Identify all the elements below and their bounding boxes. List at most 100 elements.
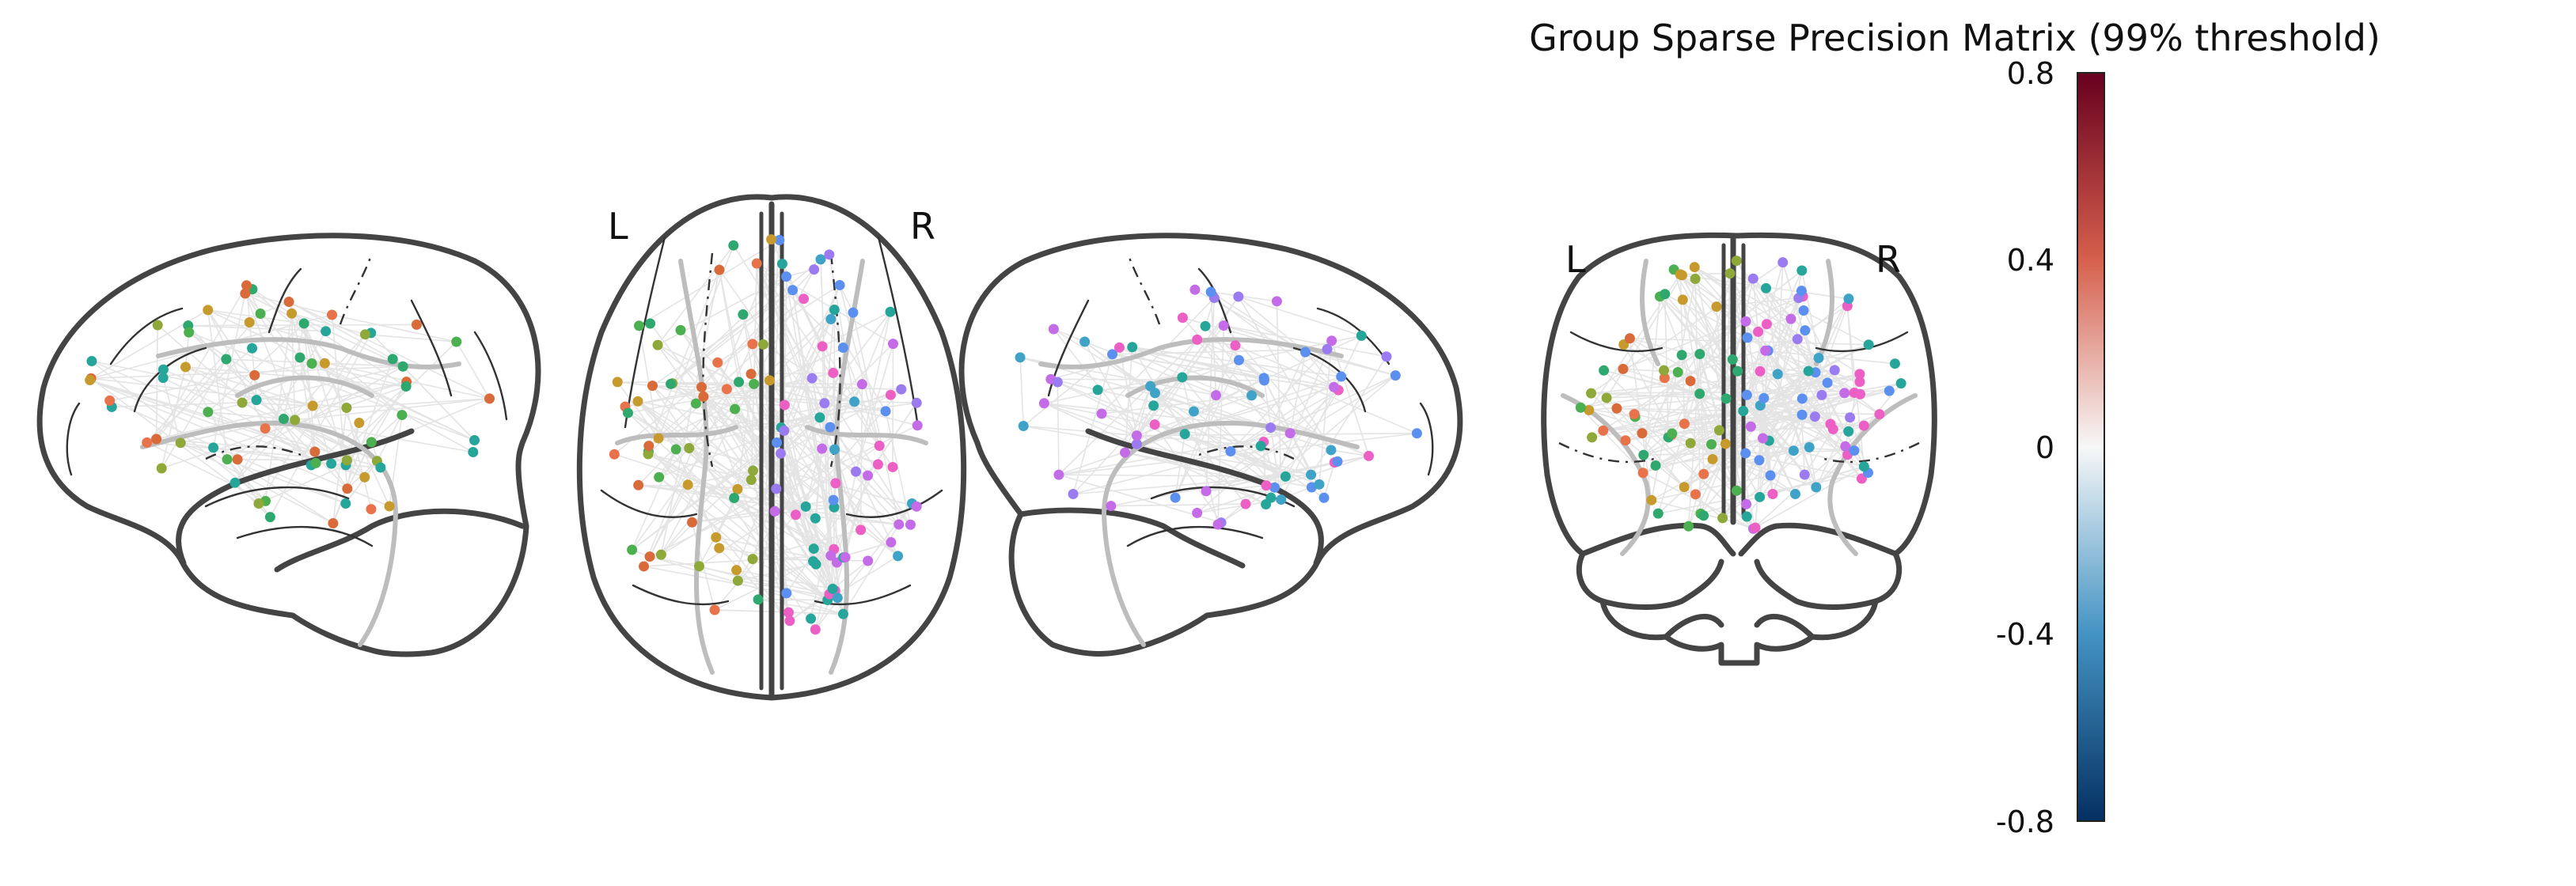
region-node <box>1755 365 1766 377</box>
region-node <box>294 352 305 363</box>
region-node <box>1758 433 1769 444</box>
connection-edge <box>776 488 839 599</box>
region-node <box>1192 507 1203 518</box>
region-node <box>808 543 819 555</box>
connection-edge <box>647 451 837 563</box>
region-node <box>856 524 867 536</box>
connection-edge <box>1238 296 1306 353</box>
region-node <box>221 354 232 365</box>
region-node <box>1854 377 1865 388</box>
region-node <box>670 444 681 455</box>
connection-edge <box>1667 278 1754 438</box>
region-node <box>1803 365 1814 377</box>
region-node <box>298 318 309 329</box>
region-node <box>911 501 922 512</box>
region-node <box>321 326 332 337</box>
region-node <box>1646 494 1657 505</box>
region-node <box>1754 455 1765 466</box>
region-node <box>690 398 701 409</box>
region-node <box>249 369 260 381</box>
connection-edge <box>1083 341 1138 437</box>
sagittal-right-view <box>958 233 1463 657</box>
region-node <box>1052 377 1063 388</box>
region-node <box>1874 409 1885 420</box>
connection-edge <box>1263 380 1282 500</box>
region-node <box>1690 489 1701 500</box>
region-node <box>1113 342 1125 353</box>
region-node <box>1720 393 1732 404</box>
region-node <box>1845 412 1856 423</box>
region-node <box>1740 316 1751 327</box>
colorbar-gradient <box>2077 72 2105 822</box>
region-node <box>622 407 633 418</box>
connection-edge <box>1124 346 1133 453</box>
region-node <box>468 447 479 458</box>
region-node <box>1711 301 1722 312</box>
sagittal-left-view <box>36 233 541 657</box>
region-node <box>1318 492 1330 503</box>
connection-edge <box>859 384 863 530</box>
connection-edge <box>1269 351 1307 428</box>
region-node <box>1731 256 1742 267</box>
connection-edge <box>1763 318 1792 399</box>
connection-edge <box>1154 296 1239 426</box>
region-node <box>825 422 836 433</box>
connection-edge <box>370 414 403 443</box>
region-node <box>241 280 252 291</box>
region-node <box>359 329 370 340</box>
region-node <box>749 378 760 389</box>
connection-edge <box>783 285 840 406</box>
connection-edge <box>332 488 348 524</box>
region-node <box>1889 358 1900 369</box>
connection-edge <box>1616 407 1685 488</box>
region-node <box>1760 345 1771 356</box>
connection-edge <box>1765 287 1792 320</box>
connection-edge <box>783 276 787 405</box>
connection-edge <box>1616 407 1865 426</box>
region-node <box>1225 446 1236 457</box>
region-node <box>1659 365 1670 376</box>
connection-edge <box>714 388 902 611</box>
sagittal-left-inner-structure <box>140 420 398 647</box>
region-node <box>1706 439 1717 450</box>
connection-edge <box>1651 475 1771 501</box>
region-node <box>684 443 695 454</box>
region-node <box>151 434 162 445</box>
region-node <box>1145 381 1156 392</box>
region-node <box>791 509 802 521</box>
connection-edge <box>1220 375 1396 524</box>
connection-edge <box>715 536 753 560</box>
connection-edge <box>1633 296 1804 415</box>
region-node <box>1211 390 1222 401</box>
connection-edge <box>660 404 786 555</box>
connection-edge <box>1262 441 1267 505</box>
connection-edge <box>1205 445 1261 492</box>
region-node <box>1813 353 1824 364</box>
region-node <box>1131 430 1142 441</box>
connection-edge <box>303 323 347 466</box>
region-node <box>827 583 838 594</box>
region-node <box>1755 491 1766 502</box>
region-node <box>359 471 370 483</box>
region-node <box>85 375 96 386</box>
region-node <box>1106 501 1117 512</box>
region-node <box>1381 351 1392 362</box>
region-node <box>1738 406 1749 417</box>
region-node <box>469 435 480 446</box>
region-node <box>1192 334 1203 345</box>
connection-edge <box>1722 446 1810 519</box>
region-node <box>1667 428 1678 439</box>
region-node <box>1629 408 1640 419</box>
region-node <box>1620 435 1631 446</box>
connection-edge <box>699 445 880 567</box>
connection-edge <box>680 329 837 484</box>
connection-edge <box>753 263 757 384</box>
connection-edge <box>719 547 791 622</box>
region-node <box>1741 498 1752 509</box>
region-node <box>1690 273 1701 284</box>
connection-edge <box>1580 369 1835 409</box>
connection-edge <box>658 476 753 560</box>
connection-edge <box>185 366 377 462</box>
region-node <box>643 441 654 452</box>
connection-edge <box>288 301 393 360</box>
